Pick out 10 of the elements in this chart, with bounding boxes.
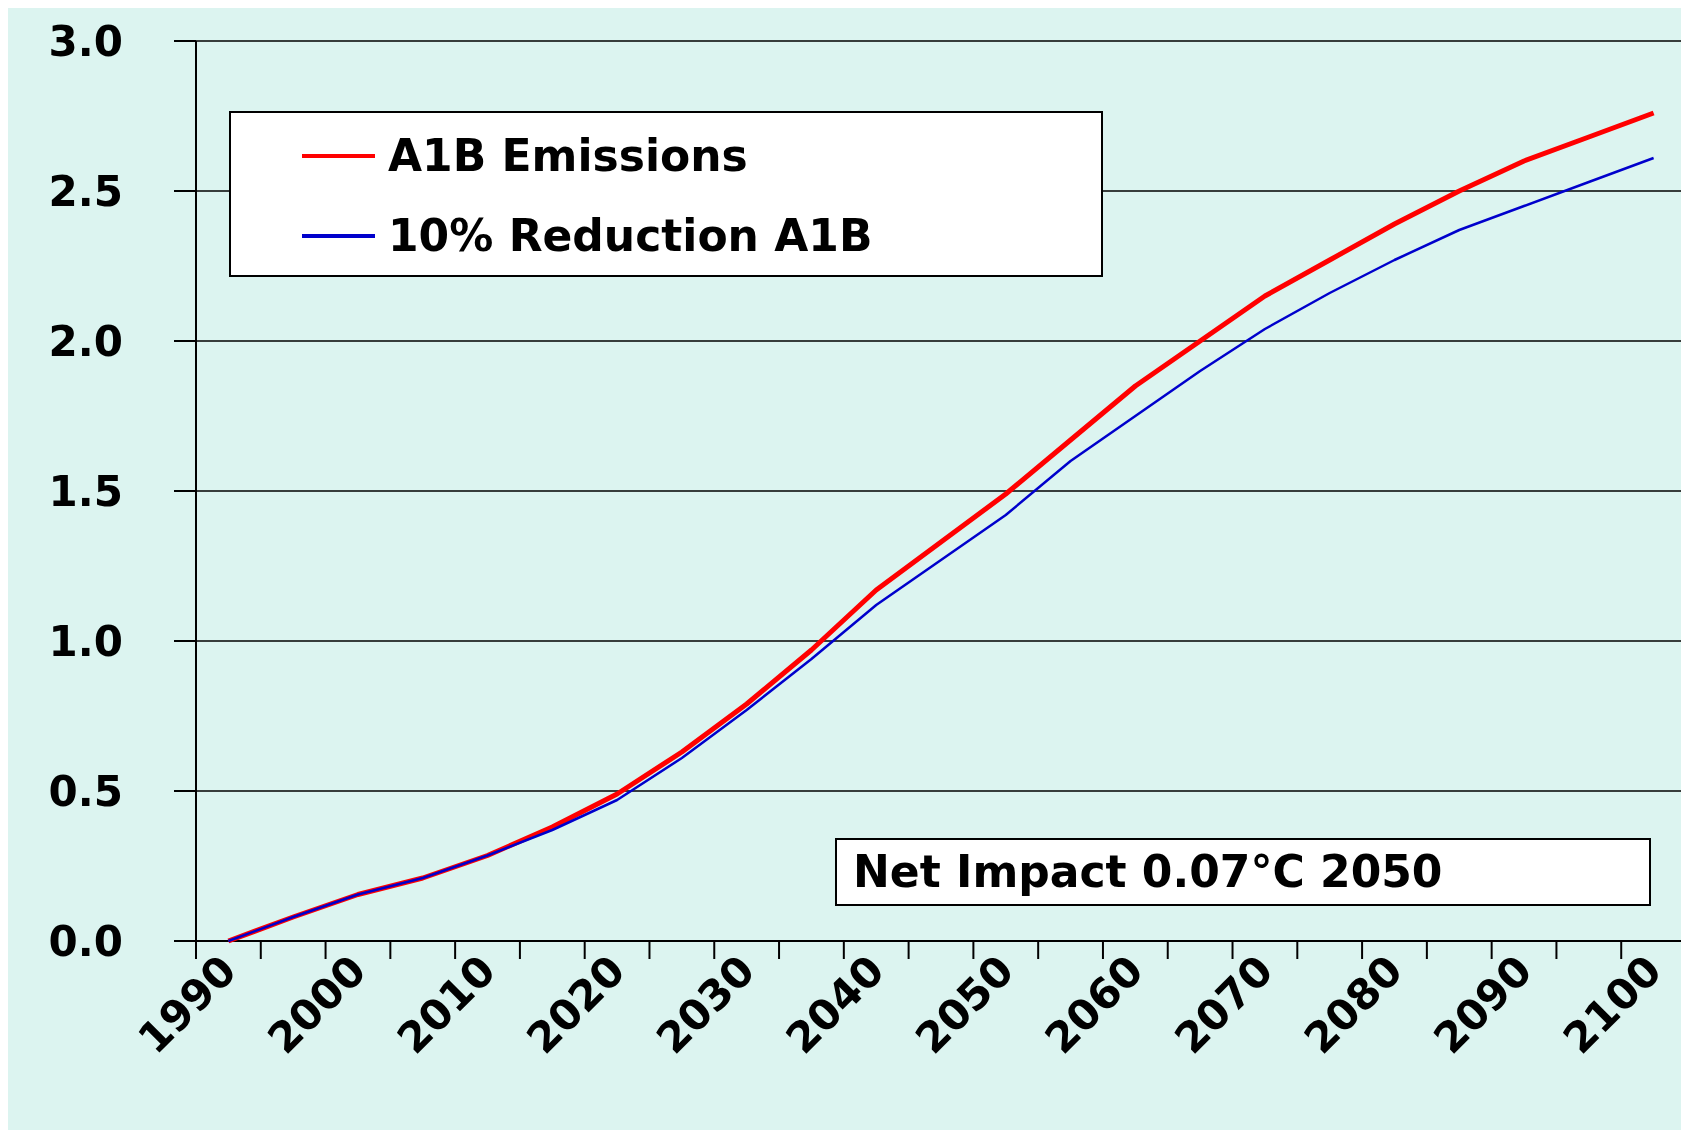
y-tick-label: 2.5 — [48, 166, 123, 216]
y-tick-label: 1.5 — [48, 466, 123, 516]
annotation: Net Impact 0.07°C 2050 — [853, 846, 1443, 898]
y-tick-label: 2.0 — [48, 316, 123, 366]
y-tick-label: 0.5 — [48, 766, 123, 816]
y-tick-label: 3.0 — [48, 16, 123, 66]
y-tick-label: 0.0 — [48, 916, 123, 966]
legend-label: 10% Reduction A1B — [388, 210, 873, 262]
y-tick-label: 1.0 — [48, 616, 123, 666]
legend-label: A1B Emissions — [388, 130, 748, 182]
